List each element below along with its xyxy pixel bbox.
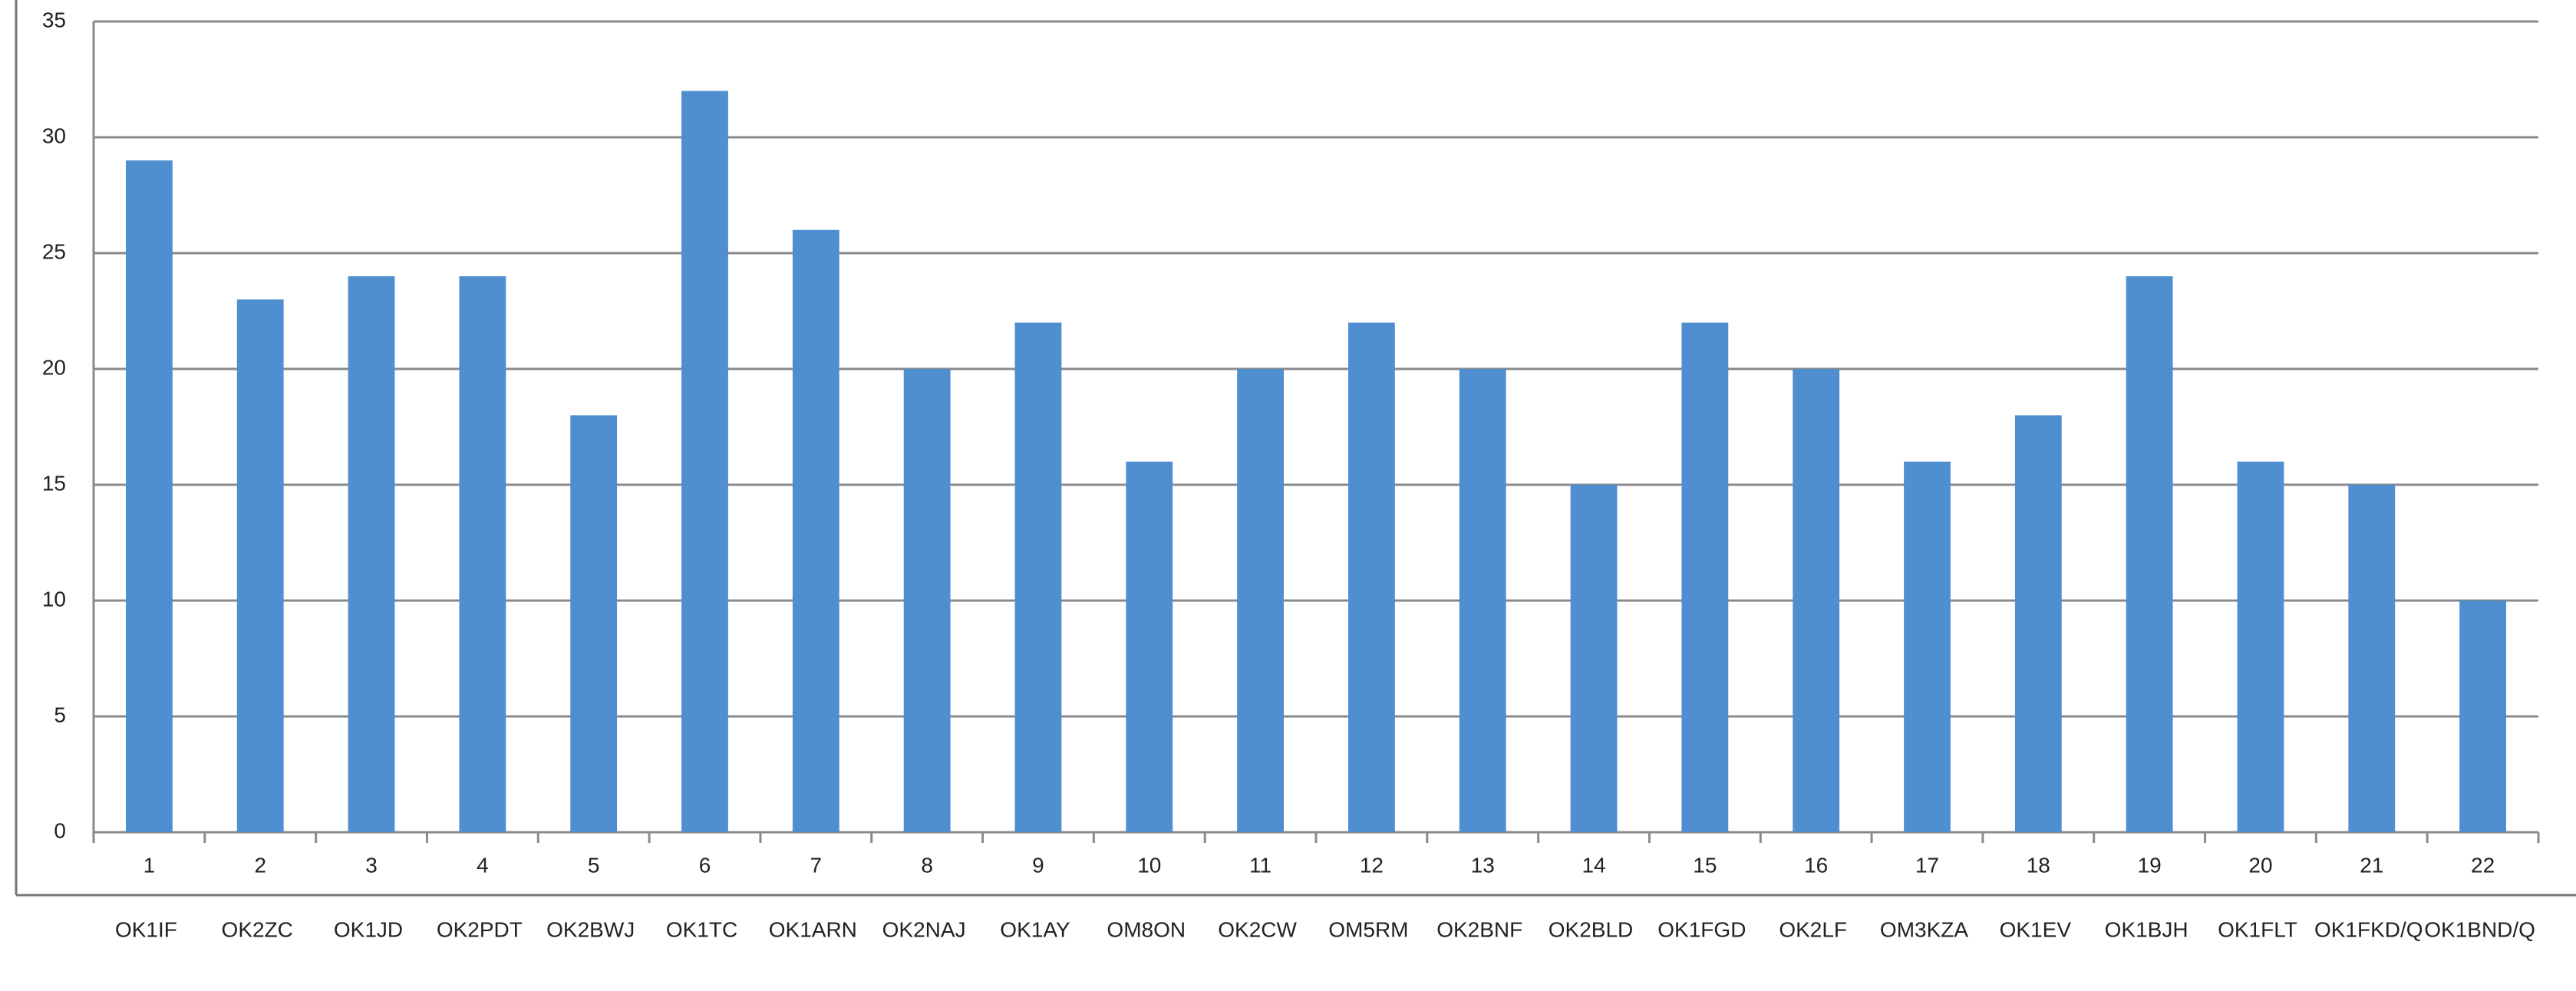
x-tick-label: 18 — [2027, 853, 2050, 877]
bar — [2126, 276, 2173, 832]
x-tick-label: 15 — [1693, 853, 1717, 877]
bar — [2237, 461, 2284, 832]
x-tick-label: 1 — [143, 853, 156, 877]
x-tick-label: 6 — [699, 853, 711, 877]
x-category-name: OK1BJH — [2105, 917, 2188, 941]
x-category-name: OM5RM — [1328, 917, 1408, 941]
bar — [236, 299, 284, 832]
bar — [348, 276, 395, 832]
bar — [125, 160, 173, 832]
x-tick-label: 11 — [1249, 853, 1272, 877]
x-category-name: OM3KZA — [1880, 917, 1968, 941]
y-tick-label: 0 — [54, 818, 66, 842]
x-tick-label: 19 — [2138, 853, 2162, 877]
x-tick-label: 16 — [1804, 853, 1828, 877]
bar — [2348, 485, 2396, 832]
bar — [1347, 322, 1395, 833]
x-category-name: OK1EV — [2000, 917, 2072, 941]
x-tick-label: 22 — [2471, 853, 2495, 877]
bar — [792, 229, 839, 832]
x-category-name: OK2BLD — [1549, 917, 1634, 941]
x-tick-label: 21 — [2360, 853, 2383, 877]
bar — [1904, 461, 1951, 832]
y-tick-label: 10 — [42, 587, 66, 611]
x-category-name: OK2LF — [1779, 917, 1847, 941]
x-category-name: OK2NAJ — [882, 917, 966, 941]
x-tick-label: 14 — [1582, 853, 1605, 877]
bar — [903, 369, 951, 832]
x-tick-label: 7 — [810, 853, 823, 877]
x-category-name: OK1JD — [334, 917, 403, 941]
bar — [570, 415, 618, 832]
x-tick-label: 9 — [1032, 853, 1044, 877]
y-tick-label: 30 — [42, 123, 66, 147]
bar — [1681, 322, 1729, 833]
y-tick-label: 15 — [42, 471, 66, 495]
x-category-name: OK1BND/Q — [2424, 917, 2535, 941]
x-category-name: OK1TC — [666, 917, 737, 941]
x-tick-label: 5 — [588, 853, 600, 877]
bar — [1014, 322, 1062, 833]
x-category-name: OM8ON — [1107, 917, 1186, 941]
y-tick-label: 25 — [42, 239, 66, 263]
x-category-name: OK1IF — [115, 917, 177, 941]
x-category-name: OK2BNF — [1436, 917, 1522, 941]
bar — [1793, 369, 1840, 832]
x-category-name: OK2CW — [1218, 917, 1297, 941]
bar — [1126, 461, 1173, 832]
x-category-name: OK1AY — [1000, 917, 1070, 941]
x-category-name: OK1ARN — [769, 917, 857, 941]
x-category-name: OK1FKD/Q — [2314, 917, 2423, 941]
bar — [1570, 485, 1618, 832]
x-tick-label: 17 — [1915, 853, 1939, 877]
x-tick-label: 3 — [365, 853, 378, 877]
x-tick-label: 8 — [921, 853, 933, 877]
y-tick-label: 20 — [42, 355, 66, 379]
x-category-name: OK2ZC — [222, 917, 293, 941]
x-category-name: OK2BWJ — [546, 917, 635, 941]
x-tick-label: 2 — [254, 853, 266, 877]
x-tick-label: 10 — [1137, 853, 1161, 877]
bar — [1459, 369, 1506, 832]
x-category-name: OK1FGD — [1657, 917, 1746, 941]
x-tick-label: 4 — [477, 853, 489, 877]
bar — [2459, 601, 2507, 832]
x-tick-label: 20 — [2248, 853, 2272, 877]
x-category-name: OK1FLT — [2218, 917, 2297, 941]
bar — [681, 91, 728, 833]
bar — [1237, 369, 1285, 832]
x-category-name: OK2PDT — [437, 917, 523, 941]
x-tick-label: 12 — [1360, 853, 1384, 877]
bar — [2014, 415, 2062, 832]
y-tick-label: 5 — [54, 703, 66, 726]
x-tick-label: 13 — [1471, 853, 1495, 877]
bar — [459, 276, 506, 832]
y-tick-label: 35 — [42, 8, 66, 31]
